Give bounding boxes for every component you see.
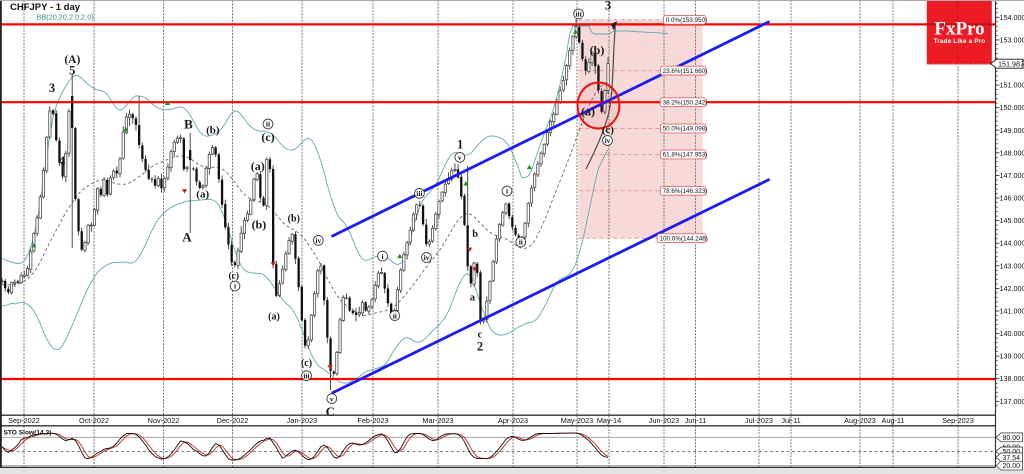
- svg-text:2: 2: [477, 340, 483, 354]
- svg-text:ii: ii: [266, 120, 270, 129]
- svg-text:(a): (a): [581, 105, 595, 119]
- svg-text:100.0%(144.246): 100.0%(144.246): [660, 235, 708, 242]
- svg-text:Feb-2023: Feb-2023: [357, 416, 388, 425]
- svg-text:Nov-2022: Nov-2022: [148, 416, 180, 425]
- svg-text:0.0%(153.950): 0.0%(153.950): [666, 17, 707, 24]
- svg-text:FxPro: FxPro: [934, 19, 984, 40]
- svg-text:A: A: [182, 230, 192, 245]
- svg-text:147.000: 147.000: [1000, 171, 1024, 180]
- svg-text:C: C: [326, 404, 335, 419]
- svg-text:50.0%(149.098): 50.0%(149.098): [663, 126, 708, 133]
- svg-text:3: 3: [605, 0, 612, 13]
- svg-text:4: 4: [59, 154, 66, 168]
- svg-text:(a): (a): [268, 312, 280, 323]
- svg-text:v: v: [458, 153, 462, 162]
- svg-text:iv: iv: [605, 136, 611, 145]
- svg-text:v: v: [330, 394, 334, 403]
- svg-text:(c): (c): [602, 124, 615, 136]
- svg-text:142.000: 142.000: [1000, 284, 1024, 293]
- svg-text:138.000: 138.000: [1000, 374, 1024, 383]
- svg-text:(b): (b): [590, 43, 605, 57]
- svg-text:Sep-2023: Sep-2023: [942, 416, 974, 425]
- svg-text:(c): (c): [301, 358, 312, 369]
- svg-text:ii: ii: [519, 238, 523, 247]
- svg-text:Mar-2023: Mar-2023: [422, 416, 453, 425]
- svg-text:Jul-2023: Jul-2023: [745, 416, 773, 425]
- svg-text:143.000: 143.000: [1000, 261, 1024, 270]
- svg-text:B: B: [184, 117, 193, 132]
- svg-text:May-2023: May-2023: [561, 416, 593, 425]
- svg-text:(b): (b): [206, 125, 220, 137]
- svg-text:i: i: [506, 187, 508, 196]
- svg-text:i: i: [382, 252, 384, 261]
- svg-text:Oct-2022: Oct-2022: [79, 416, 109, 425]
- svg-text:iii: iii: [303, 371, 309, 380]
- svg-text:146.000: 146.000: [1000, 194, 1024, 203]
- svg-text:Sep-2022: Sep-2022: [8, 416, 40, 425]
- svg-text:Trade Like a Pro: Trade Like a Pro: [934, 38, 986, 45]
- svg-text:154.000: 154.000: [1000, 13, 1024, 22]
- svg-text:c: c: [477, 330, 482, 341]
- svg-text:iv: iv: [424, 253, 430, 262]
- svg-text:20.00: 20.00: [1003, 463, 1021, 470]
- svg-text:Apr-2023: Apr-2023: [498, 416, 528, 425]
- svg-text:80.00: 80.00: [1003, 435, 1021, 442]
- svg-text:61.8%(147.953): 61.8%(147.953): [663, 152, 708, 159]
- svg-text:137.000: 137.000: [1000, 397, 1024, 406]
- svg-text:151.000: 151.000: [1000, 81, 1024, 90]
- svg-text:STO Slow(14,3): STO Slow(14,3): [4, 429, 52, 436]
- svg-text:151.987: 151.987: [998, 59, 1024, 68]
- svg-text:iii: iii: [575, 10, 581, 19]
- svg-text:(a): (a): [196, 189, 209, 201]
- svg-text:148.000: 148.000: [1000, 148, 1024, 157]
- svg-text:5: 5: [69, 64, 75, 78]
- svg-text:Jun-2023: Jun-2023: [649, 416, 679, 425]
- svg-text:ii: ii: [393, 311, 397, 320]
- svg-text:149.000: 149.000: [1000, 126, 1024, 135]
- svg-text:37.54: 37.54: [1003, 455, 1021, 462]
- svg-text:(a): (a): [251, 159, 265, 173]
- svg-text:150.000: 150.000: [1000, 103, 1024, 112]
- svg-text:CHFJPY - 1 day: CHFJPY - 1 day: [10, 2, 81, 13]
- svg-text:139.000: 139.000: [1000, 352, 1024, 361]
- svg-text:iii: iii: [416, 189, 422, 198]
- svg-text:(b): (b): [288, 214, 300, 225]
- svg-text:50.00: 50.00: [1003, 449, 1021, 456]
- svg-text:(c): (c): [229, 271, 240, 282]
- svg-text:i: i: [234, 282, 236, 291]
- svg-text:Jul-11: Jul-11: [781, 416, 800, 425]
- svg-text:140.000: 140.000: [1000, 329, 1024, 338]
- svg-text:BB(20,20,2.0,2.0): BB(20,20,2.0,2.0): [37, 13, 94, 22]
- svg-text:78.6%(146.323): 78.6%(146.323): [663, 188, 708, 195]
- svg-text:23.6%(151.660): 23.6%(151.660): [663, 68, 708, 75]
- svg-text:Dec-2022: Dec-2022: [217, 416, 249, 425]
- svg-text:1: 1: [457, 138, 463, 152]
- svg-text:Jun-11: Jun-11: [685, 416, 707, 425]
- svg-text:b: b: [472, 229, 478, 240]
- svg-text:144.000: 144.000: [1000, 239, 1024, 248]
- svg-text:iv: iv: [315, 236, 321, 245]
- svg-text:a: a: [470, 293, 476, 304]
- svg-text:Aug-11: Aug-11: [882, 416, 905, 425]
- svg-text:(c): (c): [261, 130, 274, 144]
- svg-text:38.2%(150.242): 38.2%(150.242): [663, 99, 708, 106]
- svg-text:141.000: 141.000: [1000, 307, 1024, 316]
- svg-text:May-14: May-14: [597, 416, 621, 425]
- svg-text:(A): (A): [64, 54, 80, 66]
- svg-text:153.000: 153.000: [1000, 35, 1024, 44]
- svg-text:3: 3: [49, 81, 55, 95]
- svg-text:Jan-2023: Jan-2023: [287, 416, 317, 425]
- svg-text:Aug-2023: Aug-2023: [844, 416, 876, 425]
- svg-text:(b): (b): [252, 218, 267, 232]
- svg-text:145.000: 145.000: [1000, 216, 1024, 225]
